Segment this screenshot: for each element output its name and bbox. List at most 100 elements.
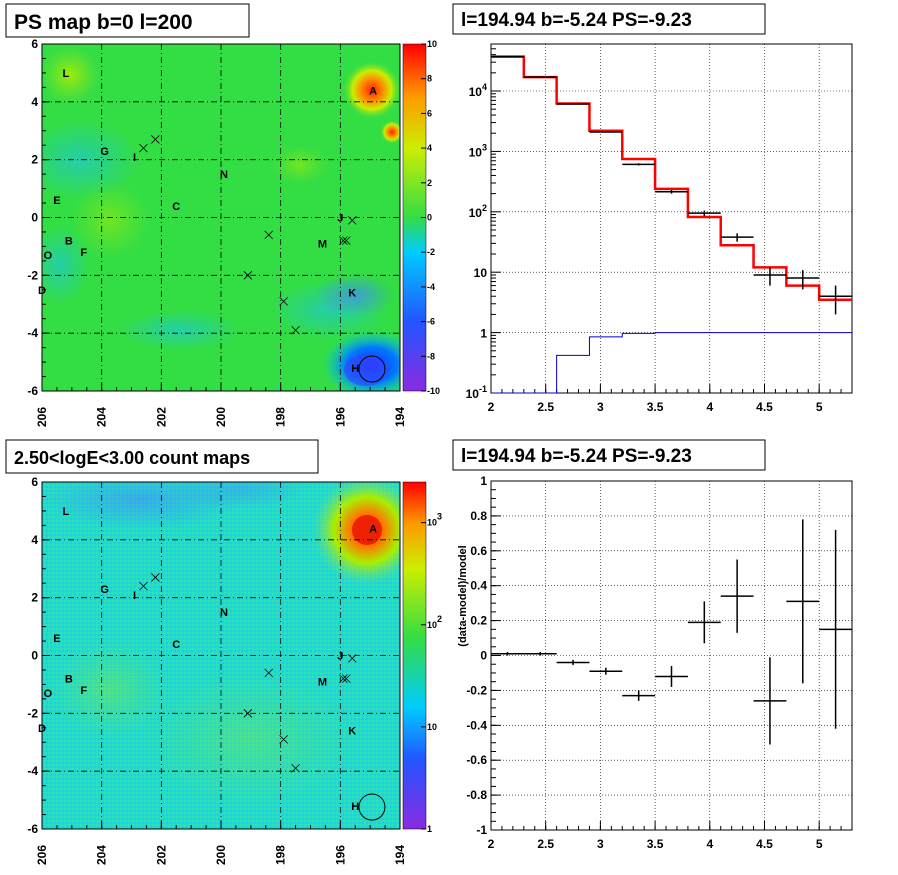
colorbar-tick-label: 0 [427, 213, 432, 223]
colorbar-tick-label: 10 [427, 722, 437, 732]
residual-y-tick-label: -0.2 [466, 683, 487, 697]
source-label-d: D [38, 723, 46, 735]
ps-map-panel: PS map b=0 l=200 206 204 202 200 198 196 194-6… [5, 3, 440, 427]
residual-x-tick-label: 4 [706, 837, 713, 851]
colorbar-tick-label: -4 [427, 282, 435, 292]
source-label-g: G [100, 584, 109, 596]
map-x-tick-label: 202 [154, 845, 168, 865]
residual-x-tick-label: 3 [597, 837, 604, 851]
source-label-c: C [172, 201, 180, 213]
source-label-n: N [220, 169, 228, 181]
colorbar-tick-label: -10 [427, 386, 440, 396]
ps-map-colorbar-ticks: -10 -8 -6 -4 -2 0 2 4 6 8 10 [421, 39, 440, 396]
residual-y-tick-label: -1 [476, 823, 487, 837]
source-label-l: L [62, 506, 69, 518]
spectrum-psf-step-line [491, 332, 852, 394]
source-label-b: B [65, 674, 73, 686]
colorbar-tick-label: 4 [427, 143, 432, 153]
residual-panel: l=194.94 b=-5.24 PS=-9.23 2 2.5 3 3.5 4 4.5 5 -… [452, 439, 853, 851]
map-y-tick-label: -2 [27, 268, 38, 282]
source-label-k: K [348, 726, 356, 738]
residual-y-tick-label: 1 [480, 474, 487, 488]
source-cross-marker [139, 581, 148, 591]
colorbar-tick-label: -6 [427, 317, 435, 327]
source-label-n: N [220, 607, 228, 619]
count-map-colorbar [402, 481, 427, 830]
source-cross-marker [347, 216, 357, 225]
source-cross-marker [342, 236, 351, 245]
residual-x-tick-label: 4.5 [756, 837, 773, 851]
colorbar-tick-label: 10 [427, 39, 437, 49]
map-y-tick-label: 2 [31, 153, 38, 167]
map-y-tick-label: -2 [27, 706, 38, 720]
ps-map-source-labels: L A G I N E C J BO F M D K H [38, 68, 386, 383]
residual-y-tick-label: -0.8 [466, 788, 487, 802]
map-y-tick-label: 6 [31, 37, 38, 51]
map-x-tick-label: 206 [35, 845, 49, 865]
map-x-tick-label: 196 [333, 845, 347, 865]
source-cross-marker [291, 325, 300, 335]
map-x-tick-label: 194 [393, 407, 407, 427]
spectrum-series [491, 55, 852, 394]
count-map-title: 2.50<logE<3.00 count maps [14, 448, 250, 468]
ps-map-axis-ticks: 206 204 202 200 198 196 194 -6 -4 -2 0 2 4 6 [27, 37, 407, 427]
map-x-tick-label: 198 [274, 845, 288, 865]
source-label-l: L [62, 68, 69, 80]
residual-x-tick-label: 3.5 [647, 837, 664, 851]
map-y-tick-label: 2 [31, 591, 38, 605]
colorbar-tick-label: -2 [427, 247, 435, 257]
source-label-e: E [53, 633, 60, 645]
source-label-f: F [80, 247, 87, 259]
spectrum-x-tick-label: 4 [706, 400, 713, 414]
colorbar-tick-label: 1 [427, 824, 432, 834]
source-label-h: H [351, 801, 359, 813]
source-label-h: H [351, 363, 359, 375]
spectrum-x-tick-label: 5 [816, 400, 823, 414]
spectrum-title: l=194.94 b=-5.24 PS=-9.23 [461, 10, 692, 31]
residual-x-tick-label: 2 [488, 837, 495, 851]
spectrum-y-tick-label: 102 [469, 203, 487, 220]
source-cross-marker [347, 654, 357, 663]
source-cross-marker [264, 668, 274, 678]
colorbar-tick-label: 2 [427, 178, 432, 188]
map-y-tick-label: 0 [31, 211, 38, 225]
source-label-m: M [318, 677, 327, 689]
spectrum-y-tick-label: 10-1 [466, 384, 487, 401]
residual-axis-ticks: 2 2.5 3 3.5 4 4.5 5 -1 -0.8 -0.6 -0.4 -0.2 0 0.2 0.4 0.… [466, 474, 853, 851]
source-label-m: M [318, 239, 327, 251]
source-label-o: O [44, 688, 53, 700]
colorbar-tick-label: 102 [427, 614, 442, 630]
colorbar-tick-label: 8 [427, 74, 432, 84]
spectrum-y-tick-label: 1 [480, 327, 487, 341]
map-x-tick-label: 202 [154, 407, 168, 427]
residual-gridlines [491, 481, 852, 830]
ps-map-title: PS map b=0 l=200 [14, 11, 193, 34]
source-label-a: A [369, 85, 377, 97]
source-label-f: F [80, 685, 87, 697]
map-y-tick-label: -4 [27, 326, 38, 340]
source-cross-marker [279, 735, 288, 744]
map-y-tick-label: 4 [31, 533, 38, 547]
source-label-k: K [348, 288, 356, 300]
source-label-j: J [337, 651, 343, 663]
source-cross-marker [151, 135, 160, 144]
count-map-title-box [5, 439, 319, 474]
colorbar-tick-label: 103 [427, 512, 442, 528]
residual-y-tick-label: 0.2 [470, 614, 487, 628]
source-label-o: O [44, 250, 53, 262]
map-y-tick-label: -6 [27, 822, 38, 836]
selected-position-circle [358, 355, 386, 383]
residual-y-tick-label: -0.4 [466, 718, 487, 732]
source-cross-marker [342, 674, 351, 683]
residual-points [491, 519, 852, 745]
source-cross-marker [339, 236, 348, 245]
map-x-tick-label: 196 [333, 407, 347, 427]
map-y-tick-label: 6 [31, 475, 38, 489]
source-label-d: D [38, 285, 46, 297]
spectrum-x-tick-label: 2.5 [537, 400, 554, 414]
source-cross-marker [264, 230, 274, 240]
map-y-tick-label: -4 [27, 764, 38, 778]
source-label-c: C [172, 639, 180, 651]
residual-y-axis-label: (data-model)/model [457, 545, 469, 646]
